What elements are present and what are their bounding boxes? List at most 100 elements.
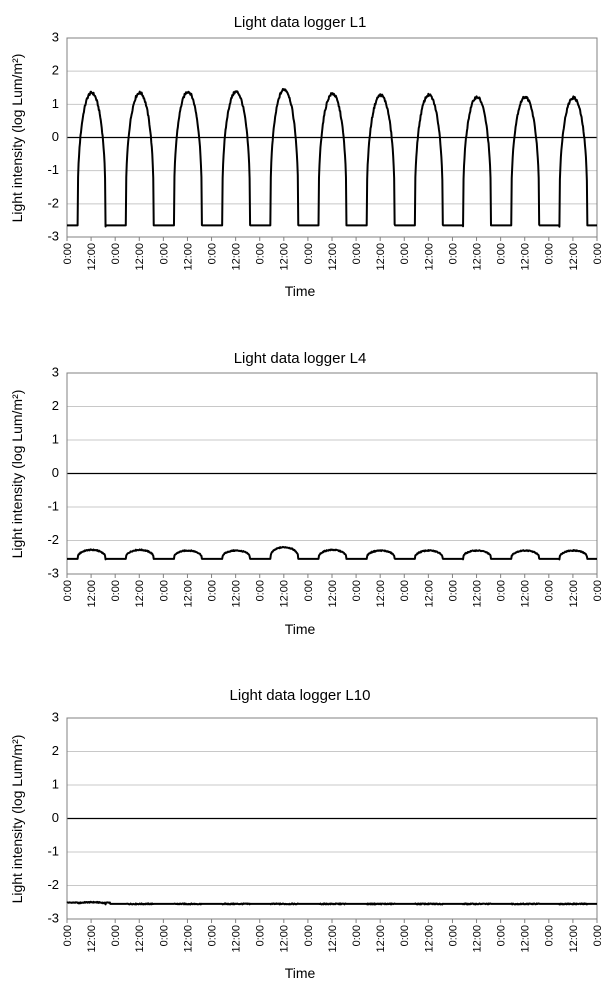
- y-tick-label: -2: [47, 877, 59, 892]
- y-axis-label: Light intensity (log Lum/m²): [9, 54, 25, 223]
- x-tick-label: 12:00: [182, 580, 194, 608]
- x-tick-label: 0:00: [399, 925, 411, 946]
- x-axis-label: Time: [285, 283, 316, 299]
- x-tick-label: 12:00: [471, 243, 483, 271]
- y-tick-label: -1: [47, 843, 59, 858]
- x-tick-label: 12:00: [279, 580, 291, 608]
- series-line: [66, 900, 598, 906]
- x-tick-label: 0:00: [255, 243, 267, 264]
- x-tick-label: 0:00: [303, 243, 315, 264]
- x-tick-label: 0:00: [351, 243, 363, 264]
- y-tick-label: 1: [52, 431, 59, 446]
- x-tick-label: 0:00: [544, 580, 556, 601]
- x-tick-label: 12:00: [375, 925, 387, 953]
- x-tick-label: 0:00: [303, 925, 315, 946]
- x-tick-label: 0:00: [592, 580, 604, 601]
- chart-title: Light data logger L4: [234, 350, 367, 367]
- x-tick-label: 12:00: [423, 580, 435, 608]
- x-tick-label: 12:00: [327, 580, 339, 608]
- series-line: [66, 88, 598, 228]
- x-tick-label: 0:00: [351, 925, 363, 946]
- x-tick-label: 0:00: [592, 925, 604, 946]
- x-tick-label: 0:00: [62, 580, 74, 601]
- x-tick-label: 0:00: [592, 243, 604, 264]
- x-tick-label: 12:00: [423, 243, 435, 271]
- chart-l4: Light data logger L4 Light intensity (lo…: [9, 350, 604, 637]
- x-tick-label: 12:00: [520, 243, 532, 271]
- x-tick-label: 12:00: [327, 925, 339, 953]
- y-tick-label: -1: [47, 498, 59, 513]
- x-tick-label: 0:00: [110, 580, 122, 601]
- y-tick-label: 2: [52, 743, 59, 758]
- x-tick-label: 12:00: [520, 925, 532, 953]
- chart-l10: Light data logger L10 Light intensity (l…: [9, 687, 604, 981]
- x-tick-label: 12:00: [568, 925, 580, 953]
- x-tick-label: 12:00: [182, 243, 194, 271]
- y-tick-label: 2: [52, 63, 59, 78]
- x-tick-label: 12:00: [86, 925, 98, 953]
- y-tick-label: -3: [47, 910, 59, 925]
- x-tick-label: 0:00: [303, 580, 315, 601]
- y-tick-label: -3: [47, 565, 59, 580]
- y-tick-label: 2: [52, 398, 59, 413]
- y-tick-label: 3: [52, 709, 59, 724]
- y-axis-label: Light intensity (log Lum/m²): [9, 735, 25, 904]
- x-tick-label: 0:00: [62, 243, 74, 264]
- x-tick-label: 12:00: [134, 580, 146, 608]
- x-tick-label: 0:00: [255, 925, 267, 946]
- x-tick-label: 0:00: [496, 925, 508, 946]
- x-tick-label: 12:00: [86, 580, 98, 608]
- x-tick-label: 12:00: [471, 925, 483, 953]
- x-tick-label: 12:00: [182, 925, 194, 953]
- x-tick-label: 12:00: [231, 925, 243, 953]
- x-tick-label: 12:00: [375, 243, 387, 271]
- y-tick-label: 0: [52, 465, 59, 480]
- y-tick-label: 3: [52, 364, 59, 379]
- series-line: [66, 545, 598, 561]
- y-tick-label: 1: [52, 96, 59, 111]
- x-tick-label: 0:00: [399, 243, 411, 264]
- x-tick-label: 0:00: [206, 580, 218, 601]
- x-tick-label: 12:00: [568, 243, 580, 271]
- x-tick-label: 12:00: [279, 925, 291, 953]
- x-tick-label: 0:00: [447, 580, 459, 601]
- chart-title: Light data logger L1: [234, 14, 367, 31]
- x-tick-label: 0:00: [496, 580, 508, 601]
- x-tick-label: 0:00: [496, 243, 508, 264]
- x-tick-label: 12:00: [375, 580, 387, 608]
- x-tick-label: 12:00: [279, 243, 291, 271]
- x-tick-label: 0:00: [158, 243, 170, 264]
- x-tick-label: 12:00: [86, 243, 98, 271]
- x-tick-label: 12:00: [520, 580, 532, 608]
- y-tick-label: -2: [47, 532, 59, 547]
- x-axis-label: Time: [285, 965, 316, 981]
- y-tick-label: 1: [52, 776, 59, 791]
- x-tick-label: 0:00: [158, 580, 170, 601]
- chart-l1: Light data logger L1 Light intensity (lo…: [9, 14, 604, 299]
- x-tick-label: 12:00: [231, 243, 243, 271]
- x-tick-label: 0:00: [110, 925, 122, 946]
- y-tick-label: -3: [47, 228, 59, 243]
- y-tick-label: -2: [47, 195, 59, 210]
- y-tick-label: 3: [52, 29, 59, 44]
- x-tick-label: 0:00: [158, 925, 170, 946]
- x-tick-label: 0:00: [206, 243, 218, 264]
- x-axis-label: Time: [285, 621, 316, 637]
- x-tick-label: 0:00: [351, 580, 363, 601]
- x-tick-label: 0:00: [544, 925, 556, 946]
- y-tick-label: 0: [52, 129, 59, 144]
- y-tick-label: -1: [47, 162, 59, 177]
- x-tick-label: 12:00: [327, 243, 339, 271]
- x-tick-label: 0:00: [399, 580, 411, 601]
- x-tick-label: 12:00: [423, 925, 435, 953]
- y-axis-label: Light intensity (log Lum/m²): [9, 390, 25, 559]
- x-tick-label: 0:00: [206, 925, 218, 946]
- x-tick-label: 0:00: [544, 243, 556, 264]
- y-tick-label: 0: [52, 810, 59, 825]
- x-tick-label: 12:00: [568, 580, 580, 608]
- x-tick-label: 0:00: [110, 243, 122, 264]
- x-tick-label: 12:00: [134, 925, 146, 953]
- x-tick-label: 0:00: [447, 925, 459, 946]
- x-tick-label: 0:00: [447, 243, 459, 264]
